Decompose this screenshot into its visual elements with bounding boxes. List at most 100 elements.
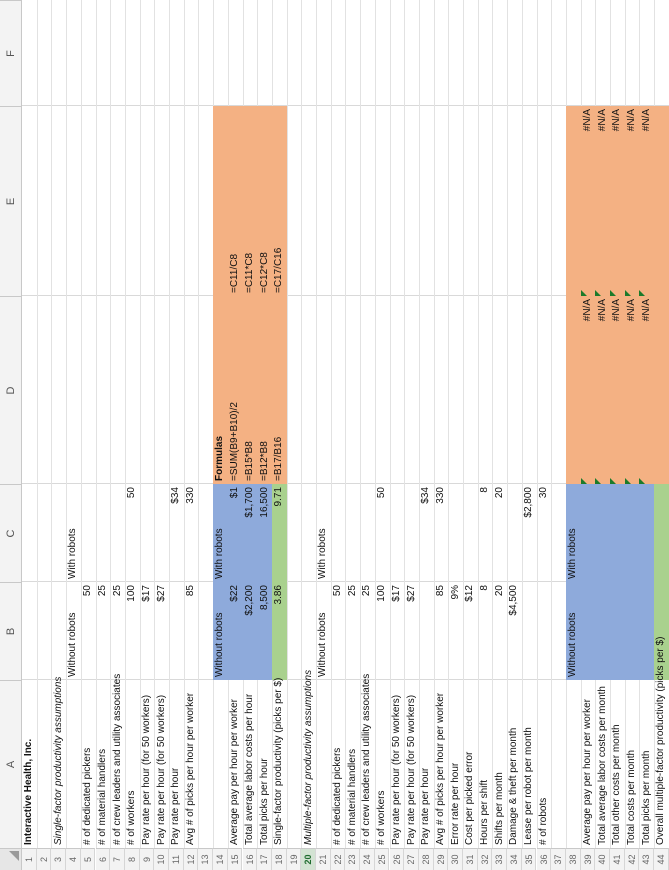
- section2-value-with[interactable]: [463, 487, 477, 579]
- row-header-17[interactable]: 17: [257, 848, 272, 870]
- section2-value-with[interactable]: 50: [376, 487, 388, 499]
- section2-title[interactable]: Multiple-factor productivity assumptions: [302, 669, 314, 845]
- section2-value-without[interactable]: $27: [405, 585, 417, 602]
- section1-value-with[interactable]: [81, 487, 95, 579]
- section2-label[interactable]: Lease per robot per month: [523, 727, 535, 845]
- section2-header-without[interactable]: Without robots: [317, 612, 329, 677]
- row-header-3[interactable]: 3: [51, 848, 67, 870]
- results1-formula-without[interactable]: =SUM(B9+B10)/2: [229, 402, 241, 481]
- section1-label[interactable]: # of crew leaders and utility associates: [111, 673, 123, 845]
- results1-formula-without[interactable]: =B12*B8: [258, 441, 270, 481]
- results2-value-without[interactable]: [654, 299, 668, 481]
- section2-label[interactable]: Damage & theft per month: [508, 727, 520, 845]
- results2-value-without[interactable]: #N/A: [611, 299, 623, 322]
- results1-formula-with[interactable]: =C12*C8: [258, 252, 270, 293]
- section1-value-with[interactable]: [111, 487, 125, 579]
- row-header-14[interactable]: 14: [213, 848, 228, 870]
- results2-value-with[interactable]: #N/A: [596, 109, 608, 132]
- results1-value-without[interactable]: $22: [229, 585, 241, 602]
- row-header-18[interactable]: 18: [271, 848, 287, 870]
- row-header-20[interactable]: 20: [301, 848, 316, 870]
- row-header-15[interactable]: 15: [227, 848, 243, 870]
- section2-label[interactable]: # of dedicated pickers: [332, 747, 343, 845]
- section2-label[interactable]: Pay rate per hour (for 50 workers): [405, 694, 417, 845]
- section2-value-with[interactable]: [331, 487, 345, 579]
- row-header-10[interactable]: 10: [154, 848, 169, 870]
- section2-value-with[interactable]: 30: [537, 487, 549, 499]
- section1-title[interactable]: Single-factor productivity assumptions: [52, 676, 64, 845]
- results2-label[interactable]: Overall multiple-factor productivity (pi…: [655, 636, 667, 845]
- section1-label[interactable]: # of material handlers: [96, 748, 108, 845]
- results2-label[interactable]: Total other costs per month: [611, 724, 623, 845]
- section2-value-without[interactable]: $17: [390, 585, 402, 602]
- section1-value-without[interactable]: 85: [185, 585, 196, 597]
- section2-value-with[interactable]: 20: [493, 487, 505, 499]
- section2-value-with[interactable]: [405, 487, 419, 579]
- results2-value-without[interactable]: #N/A: [640, 299, 652, 322]
- section1-value-without[interactable]: 50: [82, 585, 94, 597]
- row-header-39[interactable]: 39: [580, 848, 596, 870]
- results2-value-with[interactable]: #N/A: [640, 109, 652, 132]
- section1-label[interactable]: Pay rate per hour: [170, 767, 182, 845]
- section1-label[interactable]: # of dedicated pickers: [82, 747, 94, 845]
- row-header-30[interactable]: 30: [448, 848, 463, 870]
- row-header-32[interactable]: 32: [477, 848, 493, 870]
- results1-header-formulas[interactable]: Formulas: [214, 435, 226, 481]
- row-header-24[interactable]: 24: [360, 848, 375, 870]
- section2-value-without[interactable]: 8: [479, 585, 490, 591]
- section2-value-with[interactable]: 330: [434, 487, 446, 504]
- column-header-e[interactable]: E: [0, 106, 22, 296]
- results2-value-with[interactable]: [654, 109, 668, 293]
- results2-value-without[interactable]: #N/A: [581, 299, 593, 322]
- section1-label[interactable]: # of workers: [126, 790, 138, 845]
- section2-value-without[interactable]: 50: [332, 585, 343, 597]
- results2-label[interactable]: Total picks per month: [640, 750, 652, 846]
- section2-value-with[interactable]: [346, 487, 360, 579]
- row-header-8[interactable]: 8: [124, 848, 140, 870]
- column-header-c[interactable]: C: [0, 484, 22, 582]
- results1-value-without[interactable]: 3.86: [273, 585, 285, 605]
- results1-formula-with[interactable]: =C17/C16: [273, 247, 285, 293]
- section1-value-with[interactable]: [96, 487, 110, 579]
- section1-value-with[interactable]: [140, 487, 154, 579]
- section2-value-with[interactable]: [449, 487, 463, 579]
- section2-value-with[interactable]: $2,800: [523, 487, 535, 518]
- section1-value-without[interactable]: [169, 585, 183, 677]
- results1-formula-with[interactable]: =C11/C8: [229, 253, 241, 293]
- results1-formula-without[interactable]: =B17/B16: [273, 436, 285, 481]
- results2-value-with[interactable]: #N/A: [581, 109, 593, 132]
- results2-label[interactable]: Total average labor costs per month: [596, 686, 608, 845]
- section1-header-with[interactable]: With robots: [67, 528, 79, 579]
- results2-header-with[interactable]: With robots: [567, 528, 579, 579]
- section2-label[interactable]: Shifts per month: [493, 772, 505, 845]
- row-header-21[interactable]: 21: [316, 848, 331, 870]
- section2-value-without[interactable]: [522, 585, 536, 677]
- row-header-41[interactable]: 41: [610, 848, 625, 870]
- section2-label[interactable]: Hours per shift: [479, 779, 490, 845]
- results2-label[interactable]: Total costs per month: [626, 749, 637, 845]
- results1-value-without[interactable]: $2,200: [243, 585, 255, 616]
- row-header-26[interactable]: 26: [389, 848, 405, 870]
- section2-value-with[interactable]: [360, 487, 374, 579]
- section1-value-with[interactable]: [155, 487, 169, 579]
- row-header-4[interactable]: 4: [66, 848, 81, 870]
- results2-value-without[interactable]: #N/A: [626, 299, 637, 322]
- column-header-a[interactable]: A: [0, 680, 22, 848]
- row-header-23[interactable]: 23: [345, 848, 361, 870]
- section2-value-without[interactable]: $4,500: [508, 585, 520, 616]
- row-header-31[interactable]: 31: [463, 848, 478, 870]
- row-header-38[interactable]: 38: [565, 848, 581, 870]
- results1-value-with[interactable]: 9.71: [273, 487, 285, 507]
- section1-header-without[interactable]: Without robots: [67, 612, 79, 677]
- row-header-22[interactable]: 22: [330, 848, 346, 870]
- section1-value-without[interactable]: $27: [155, 585, 167, 602]
- column-header-f[interactable]: F: [0, 0, 22, 106]
- row-header-35[interactable]: 35: [521, 848, 537, 870]
- results1-header-with[interactable]: With robots: [214, 528, 226, 579]
- section2-value-without[interactable]: 9%: [449, 585, 461, 600]
- section1-value-without[interactable]: $17: [140, 585, 152, 602]
- row-header-25[interactable]: 25: [374, 848, 390, 870]
- row-header-28[interactable]: 28: [418, 848, 434, 870]
- section2-label[interactable]: Avg # of picks per hour per worker: [434, 692, 446, 845]
- row-header-19[interactable]: 19: [286, 848, 302, 870]
